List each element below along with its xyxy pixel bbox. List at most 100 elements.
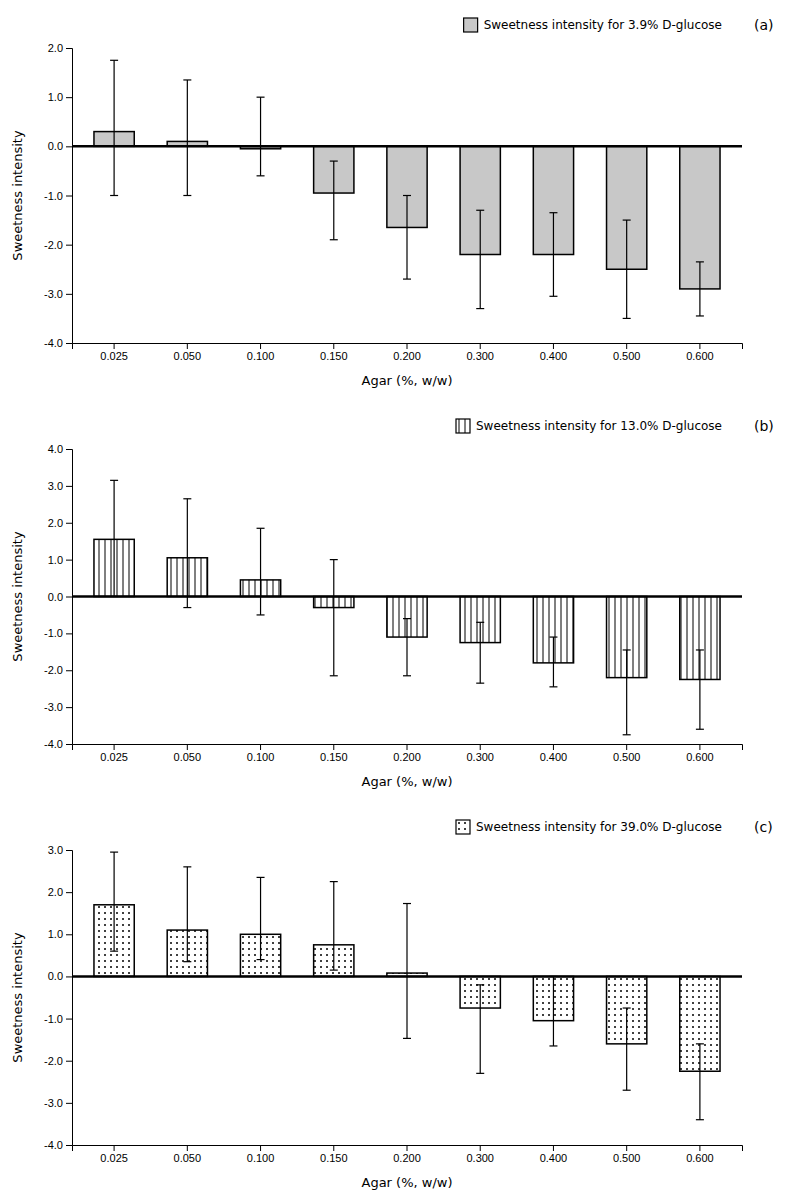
x-tick: 0.500 [613,1145,641,1164]
x-tick: 0.400 [540,1145,568,1164]
x-tick: 0.050 [174,744,202,763]
error-bar-stem [333,161,334,240]
y-tick-mark [66,670,72,671]
x-tick: 0.025 [100,343,128,362]
x-axis-line [73,745,743,751]
x-tick-mark [626,1145,627,1151]
error-bar [183,499,191,608]
x-tick-label: 0.500 [613,1152,641,1164]
x-tick: 0.200 [393,744,421,763]
y-tick: 2.0 [48,517,72,529]
error-bar-cap-lower [476,1073,484,1074]
x-tick: 0.100 [247,1145,275,1164]
error-bar-cap-upper [330,881,338,882]
y-tick-mark [66,934,72,935]
error-bar-stem [553,637,554,687]
x-tick-mark [333,1145,334,1151]
x-axis-title: Agar (%, w/w) [362,1175,453,1190]
y-tick-label: 1.0 [48,928,63,940]
y-tick-label: 2.0 [48,886,63,898]
x-tick: 0.150 [320,1145,348,1164]
error-bar-cap-lower [476,308,484,309]
error-bar-cap-lower [549,296,557,297]
error-bar-stem [114,852,115,951]
y-tick-label: -4.0 [44,738,63,750]
x-tick-label: 0.400 [540,751,568,763]
y-tick: 0.0 [48,970,72,982]
x-tick-label: 0.150 [320,1152,348,1164]
error-bar-cap-lower [403,1038,411,1039]
error-bar-cap-upper [696,261,704,262]
x-tick-mark [187,744,188,750]
legend: Sweetness intensity for 39.0% D-glucose [456,820,722,834]
y-tick: -3.0 [44,1097,72,1109]
x-tick: 0.600 [686,744,714,763]
x-tick-label: 0.100 [247,751,275,763]
x-tick-label: 0.600 [686,1152,714,1164]
y-tick-label: -4.0 [44,1139,63,1151]
error-bar-stem [187,499,188,608]
error-bar [403,196,411,280]
x-tick-mark [187,343,188,349]
x-tick-mark [407,343,408,349]
error-bar-stem [260,877,261,959]
legend-swatch [456,820,470,834]
x-tick-mark [187,1145,188,1151]
y-tick: 3.0 [48,480,72,492]
y-tick-label: 4.0 [48,443,63,455]
error-bar-stem [406,904,407,1039]
x-tick-mark [260,744,261,750]
error-bars [110,852,704,1120]
y-tick-label: 1.0 [48,554,63,566]
error-bar-cap-upper [403,195,411,196]
y-tick-label: 2.0 [48,517,63,529]
x-tick-mark [114,1145,115,1151]
x-tick-mark [480,343,481,349]
error-bar-cap-lower [623,734,631,735]
error-bar-cap-upper [403,618,411,619]
y-tick-label: -2.0 [44,1055,63,1067]
y-tick: 1.0 [48,928,72,940]
error-bar [183,80,191,196]
x-tick: 0.400 [540,343,568,362]
error-bar-cap-upper [623,219,631,220]
error-bar-stem [333,560,334,676]
x-tick-label: 0.600 [686,751,714,763]
error-bar-cap-upper [257,877,265,878]
legend: Sweetness intensity for 13.0% D-glucose [456,419,722,433]
y-tick: -3.0 [44,288,72,300]
y-tick-mark [66,196,72,197]
zero-line [72,595,742,598]
error-bar [549,637,557,687]
x-tick-mark [480,1145,481,1151]
x-tick-mark [333,343,334,349]
y-tick: 0.0 [48,591,72,603]
x-tick-label: 0.500 [613,350,641,362]
x-tick-label: 0.400 [540,350,568,362]
error-bar-stem [260,528,261,615]
y-tick-mark [66,486,72,487]
x-tick-label: 0.050 [174,350,202,362]
error-bar-cap-lower [330,239,338,240]
error-bar-cap-lower [110,195,118,196]
error-bar-cap-lower [183,607,191,608]
y-tick-label: 0.0 [48,140,63,152]
y-tick: -2.0 [44,239,72,251]
y-axis-line [66,450,73,745]
error-bar [476,210,484,308]
panel: -4.0-3.0-2.0-1.00.01.02.03.00.0250.0500.… [10,819,773,1190]
error-bar [476,985,484,1074]
y-tick-label: 0.0 [48,591,63,603]
legend-label: Sweetness intensity for 39.0% D-glucose [476,820,722,834]
x-tick: 0.400 [540,744,568,763]
error-bar [623,220,631,318]
error-bar [110,852,118,951]
x-tick: 0.300 [466,1145,494,1164]
x-axis: 0.0250.0500.1000.1500.2000.3000.4000.500… [73,343,743,362]
error-bar [476,622,484,683]
error-bar-stem [260,97,261,176]
error-bar-cap-upper [257,97,265,98]
x-tick: 0.300 [466,343,494,362]
x-tick: 0.500 [613,744,641,763]
x-axis-title: Agar (%, w/w) [362,774,453,789]
